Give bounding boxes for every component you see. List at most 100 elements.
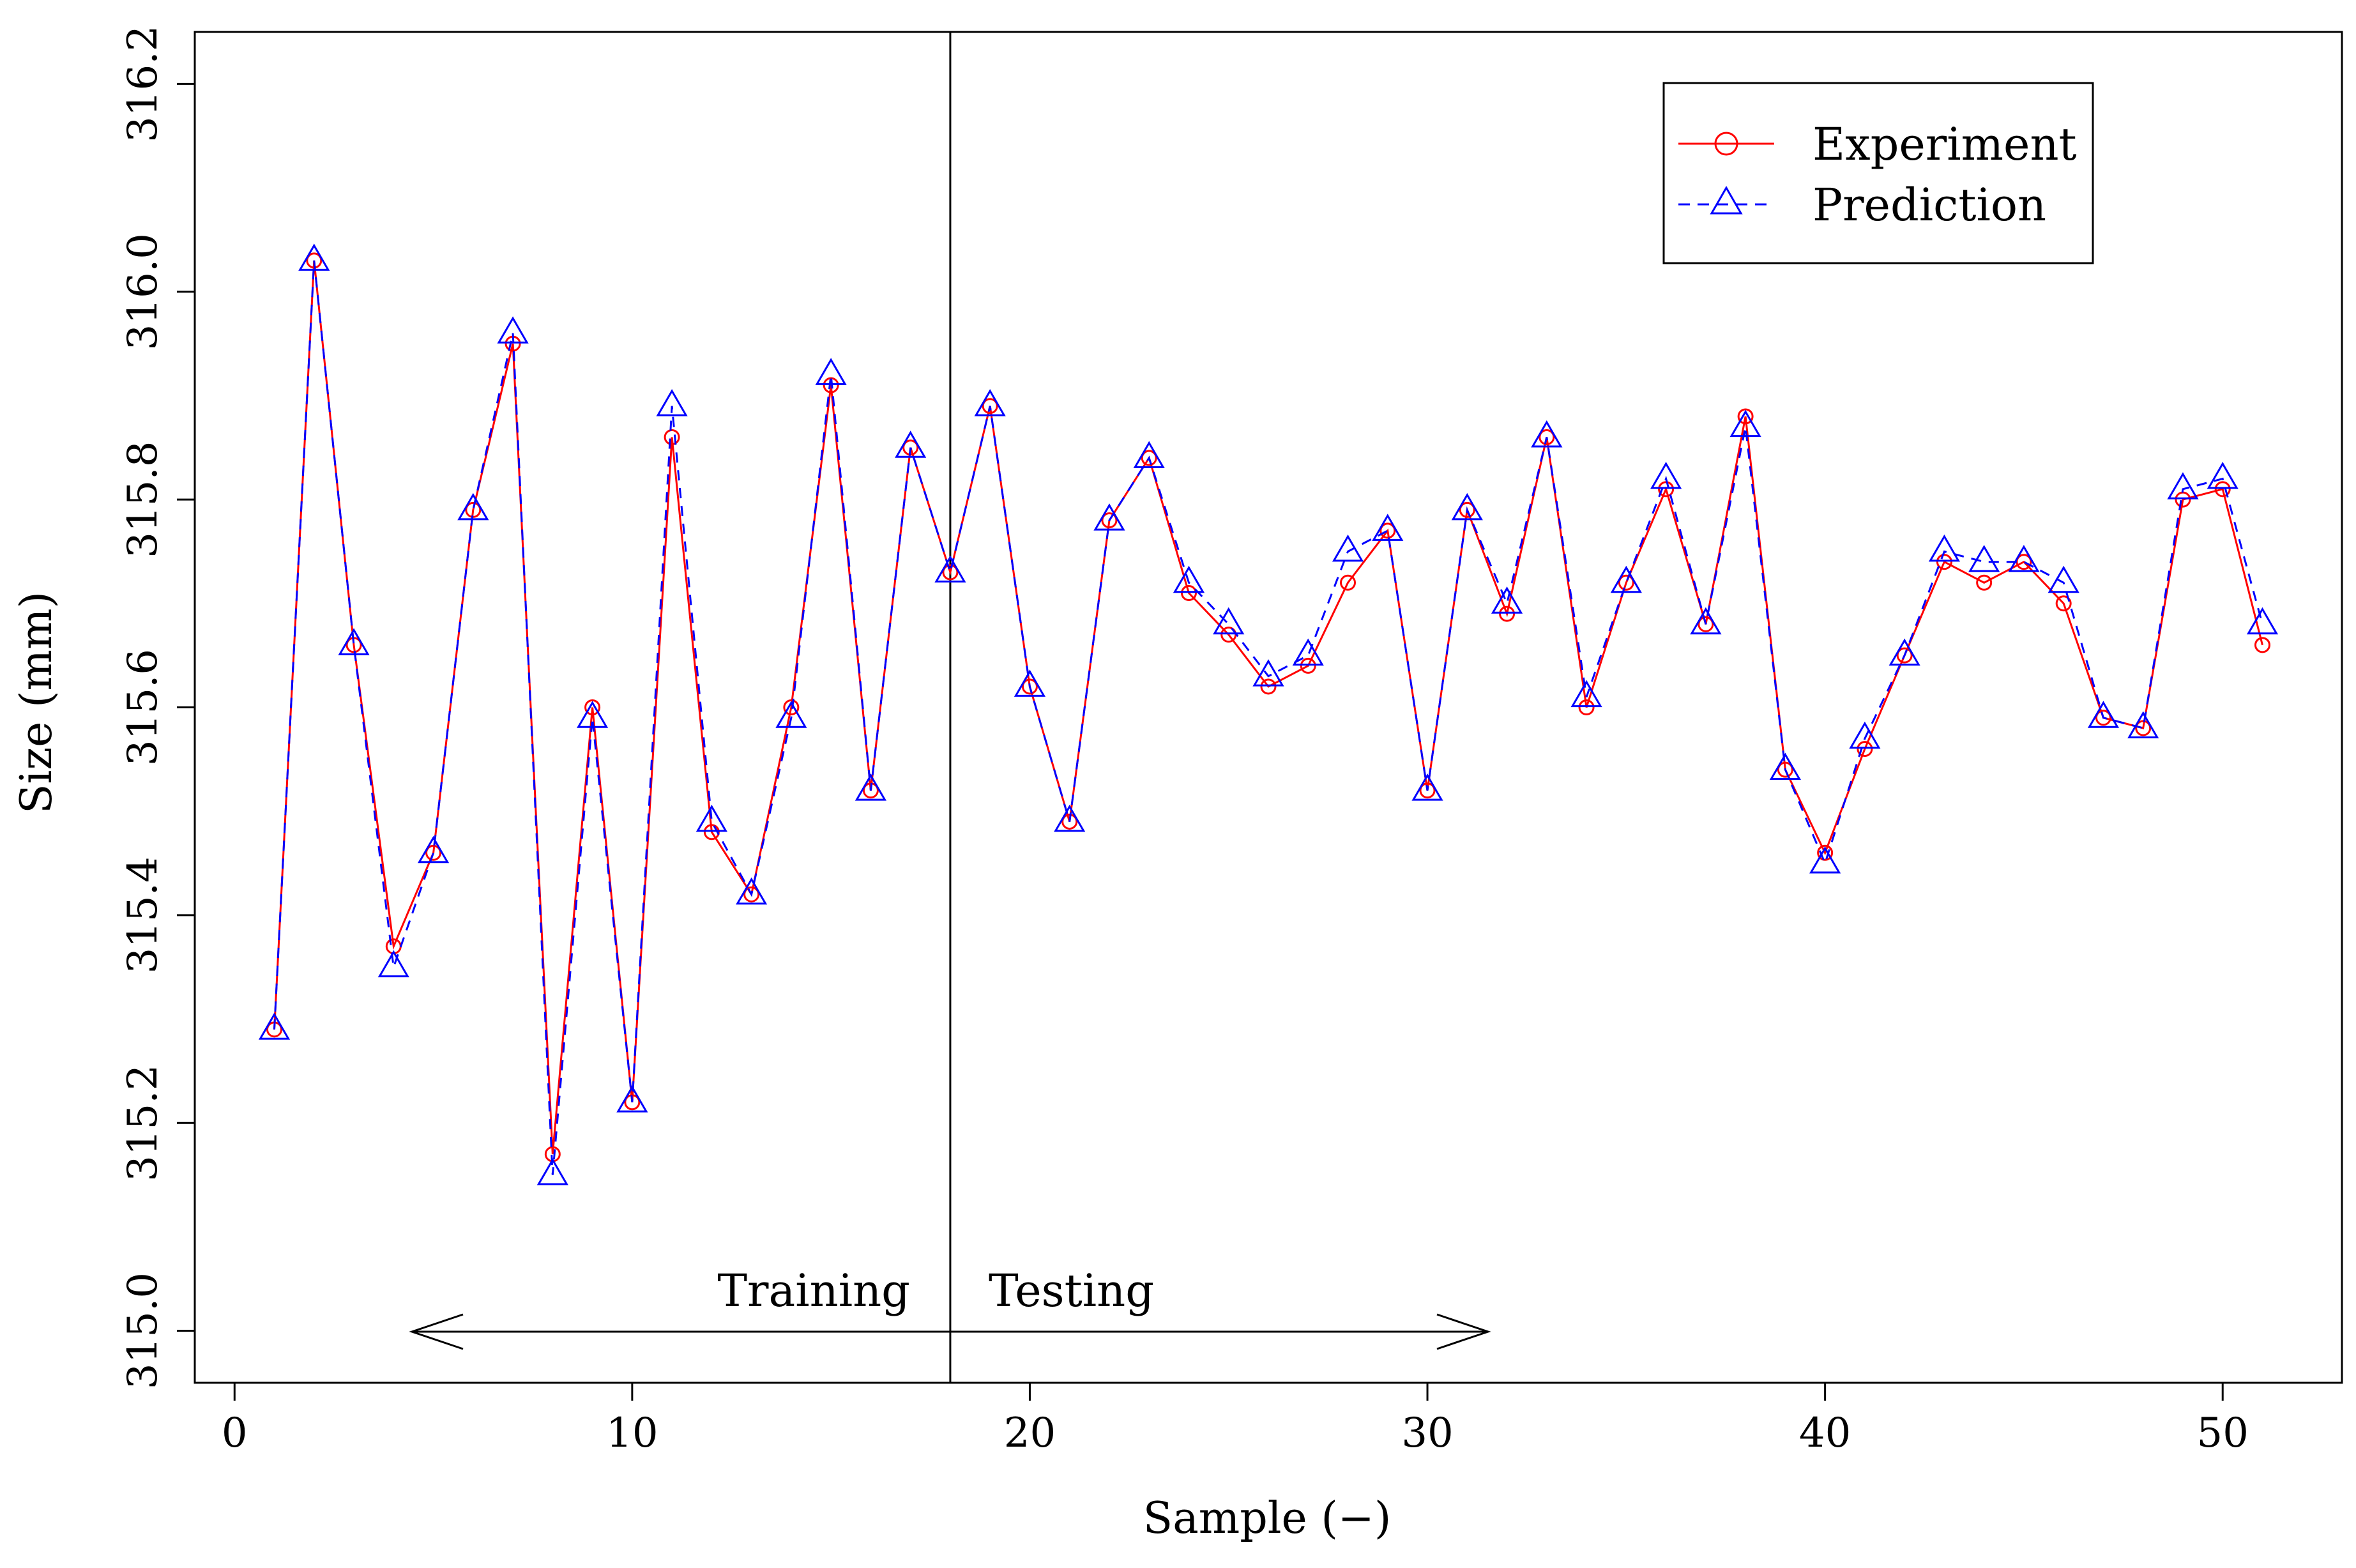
- prediction-point: [1372, 514, 1404, 541]
- testing-label: Testing: [989, 1265, 1154, 1317]
- experiment-point: [1817, 844, 1834, 861]
- x-axis-title: Sample (−): [1143, 1493, 1392, 1544]
- prediction-point: [2048, 565, 2079, 593]
- prediction-point: [1849, 721, 1881, 749]
- experiment-point: [1618, 574, 1634, 591]
- experiment-point: [783, 699, 800, 715]
- prediction-point: [736, 877, 768, 905]
- prediction-point: [1133, 441, 1165, 468]
- series-line-prediction: [273, 260, 2263, 1175]
- experiment-point: [425, 844, 442, 861]
- experiment-point: [1141, 450, 1157, 466]
- prediction-point: [1889, 638, 1920, 666]
- prediction-point: [1491, 586, 1523, 614]
- prediction-point: [1054, 804, 1086, 832]
- prediction-point: [775, 701, 807, 728]
- experiment-point: [1539, 429, 1555, 445]
- prediction-point: [2167, 472, 2199, 499]
- x-tick-label: 40: [1799, 1410, 1851, 1457]
- prediction-point: [656, 389, 688, 416]
- experiment-point: [1260, 678, 1277, 695]
- x-tick-label: 30: [1401, 1410, 1453, 1457]
- experiment-point: [1578, 699, 1595, 715]
- experiment-point: [1021, 678, 1038, 695]
- experiment-point: [1698, 616, 1714, 632]
- experiment-point: [1896, 647, 1913, 664]
- prediction-point: [1769, 752, 1801, 780]
- legend: Experiment Prediction: [1662, 82, 2094, 264]
- prediction-point: [536, 1158, 568, 1185]
- split-arrow-left-head: [409, 1313, 464, 1350]
- y-tick-label: 315.4: [119, 856, 167, 973]
- experiment-point: [2254, 637, 2270, 653]
- prediction-point: [258, 1012, 291, 1040]
- prediction-point: [1690, 607, 1722, 635]
- prediction-point: [1411, 773, 1443, 801]
- legend-prediction-marker: [1710, 185, 1743, 215]
- prediction-point: [1252, 659, 1284, 687]
- x-tick-label: 20: [1004, 1410, 1056, 1457]
- y-tick-label: 315.8: [119, 441, 167, 558]
- experiment-point: [2214, 481, 2231, 498]
- experiment-point: [1777, 761, 1793, 778]
- training-label: Training: [717, 1265, 910, 1317]
- prediction-point: [1531, 420, 1563, 448]
- prediction-point: [2246, 607, 2279, 635]
- prediction-point: [1173, 565, 1205, 593]
- prediction-point: [497, 316, 529, 344]
- prediction-point: [338, 628, 370, 655]
- legend-experiment-label: Experiment: [1813, 118, 2077, 171]
- prediction-point: [417, 835, 450, 864]
- series-prediction: [258, 243, 2279, 1185]
- experiment-point: [1459, 501, 1475, 518]
- y-axis-title: Size (mm): [11, 591, 62, 814]
- y-tick-label: 316.2: [119, 26, 167, 142]
- y-tick-label: 315.6: [119, 649, 167, 766]
- experiment-point: [2175, 491, 2191, 508]
- experiment-point: [982, 398, 998, 415]
- prediction-point: [1610, 565, 1642, 593]
- experiment-point: [2055, 595, 2072, 612]
- experiment-point: [664, 429, 680, 445]
- x-tick-label: 10: [606, 1410, 658, 1457]
- experiment-point: [1101, 512, 1118, 529]
- experiment-point: [942, 564, 959, 581]
- prediction-point: [1451, 492, 1483, 521]
- prediction-point: [298, 243, 330, 271]
- prediction-point: [1809, 846, 1841, 874]
- experiment-point: [2016, 554, 2032, 570]
- experiment-point: [1737, 408, 1754, 425]
- experiment-point: [823, 377, 839, 393]
- y-tick-label: 316.0: [119, 233, 167, 350]
- prediction-point: [1093, 503, 1125, 531]
- prediction-point: [1213, 607, 1245, 635]
- experiment-point: [703, 824, 720, 841]
- experiment-point: [1976, 574, 1993, 591]
- prediction-point: [2207, 462, 2238, 489]
- prediction-point: [855, 773, 887, 801]
- prediction-point: [1332, 534, 1364, 562]
- series-line-experiment: [273, 260, 2263, 1155]
- split-annotation: Training Testing: [409, 1265, 1491, 1350]
- experiment-point: [584, 699, 601, 715]
- prediction-point: [1928, 534, 1961, 562]
- experiment-point: [1340, 574, 1357, 591]
- legend-experiment-marker: [1714, 132, 1738, 156]
- prediction-point: [2127, 711, 2159, 738]
- prediction-point: [1650, 462, 1682, 489]
- x-tick-label: 50: [2197, 1410, 2249, 1457]
- prediction-point: [2008, 545, 2040, 572]
- prediction-point: [377, 950, 409, 978]
- x-tick-label: 0: [222, 1410, 248, 1457]
- prediction-point: [815, 358, 847, 385]
- experiment-point: [1419, 782, 1436, 799]
- prediction-point: [1570, 680, 1602, 708]
- legend-prediction-label: Prediction: [1813, 179, 2046, 231]
- experiment-point: [2135, 720, 2152, 736]
- prediction-point: [457, 492, 489, 521]
- prediction-point: [616, 1085, 648, 1113]
- experiment-point: [1379, 522, 1396, 539]
- experiment-point: [743, 886, 760, 902]
- y-tick-label: 315.2: [119, 1065, 167, 1182]
